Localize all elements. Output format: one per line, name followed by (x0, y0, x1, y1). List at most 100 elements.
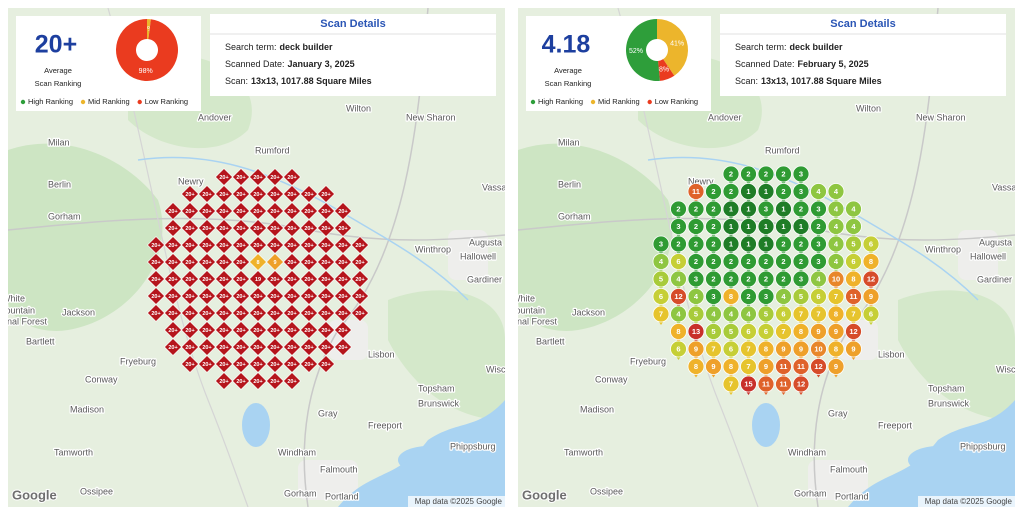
rank-pin[interactable]: 8 (757, 340, 775, 360)
rank-pin[interactable]: 20+ (266, 287, 284, 305)
rank-pin[interactable]: 7 (705, 340, 722, 360)
rank-pin[interactable]: 20+ (300, 338, 318, 356)
rank-pin[interactable]: 8 (845, 270, 862, 290)
rank-pin[interactable]: 5 (792, 288, 810, 308)
rank-pin[interactable]: 20+ (181, 202, 199, 220)
rank-pin[interactable]: 8 (249, 253, 267, 271)
rank-pin[interactable]: 20+ (164, 270, 182, 288)
rank-pin[interactable]: 4 (687, 288, 705, 308)
rank-pin[interactable]: 20+ (283, 185, 301, 203)
rank-pin[interactable]: 1 (757, 235, 775, 255)
rank-pin[interactable]: 3 (810, 235, 827, 255)
rank-pin[interactable]: 20+ (181, 338, 199, 356)
rank-pin[interactable]: 8 (722, 358, 740, 378)
rank-pin[interactable]: 20+ (283, 355, 301, 373)
rank-pin[interactable]: 20+ (283, 321, 301, 339)
rank-pin[interactable]: 4 (845, 200, 862, 220)
rank-pin[interactable]: 6 (740, 323, 757, 343)
rank-pin[interactable]: 9 (705, 358, 722, 378)
rank-pin[interactable]: 20+ (232, 202, 250, 220)
rank-pin[interactable]: 4 (810, 183, 827, 203)
rank-pin[interactable]: 2 (705, 183, 722, 203)
rank-pin[interactable]: 20+ (283, 372, 301, 390)
rank-pin[interactable]: 20+ (266, 355, 284, 373)
rank-pin[interactable]: 20+ (334, 287, 352, 305)
rank-pin[interactable]: 20+ (249, 338, 267, 356)
rank-pin[interactable]: 20+ (283, 168, 301, 186)
rank-pin[interactable]: 3 (757, 288, 775, 308)
rank-pin[interactable]: 4 (652, 253, 670, 273)
rank-pin[interactable]: 20+ (164, 287, 182, 305)
rank-pin[interactable]: 2 (792, 200, 810, 220)
rank-pin[interactable]: 20+ (215, 185, 233, 203)
rank-pin[interactable]: 1 (775, 200, 792, 220)
rank-pin[interactable]: 20+ (215, 168, 233, 186)
rank-pin[interactable]: 8 (792, 323, 810, 343)
rank-pin[interactable]: 20+ (317, 338, 335, 356)
rank-pin[interactable]: 20+ (300, 202, 318, 220)
rank-pin[interactable]: 1 (757, 183, 775, 203)
rank-pin[interactable]: 20+ (181, 270, 199, 288)
rank-pin[interactable]: 20+ (215, 287, 233, 305)
rank-pin[interactable]: 2 (757, 253, 775, 273)
rank-pin[interactable]: 9 (266, 253, 284, 271)
rank-pin[interactable]: 3 (792, 183, 810, 203)
rank-pin[interactable]: 20+ (334, 253, 352, 271)
rank-pin[interactable]: 2 (687, 218, 705, 238)
rank-pin[interactable]: 20+ (351, 304, 369, 322)
rank-pin[interactable]: 20+ (249, 287, 267, 305)
rank-pin[interactable]: 9 (757, 358, 775, 378)
rank-pin[interactable]: 20+ (147, 270, 165, 288)
rank-pin[interactable]: 20+ (317, 304, 335, 322)
rank-pin[interactable]: 3 (810, 200, 827, 220)
rank-pin[interactable]: 20+ (283, 236, 301, 254)
rank-pin[interactable]: 11 (687, 183, 705, 203)
rank-pin[interactable]: 20+ (147, 304, 165, 322)
rank-pin[interactable]: 5 (722, 323, 740, 343)
rank-pin[interactable]: 1 (740, 218, 757, 238)
rank-pin[interactable]: 20+ (334, 304, 352, 322)
rank-pin[interactable]: 2 (775, 165, 792, 185)
rank-pin[interactable]: 20+ (232, 338, 250, 356)
rank-pin[interactable]: 11 (757, 375, 775, 395)
rank-pin[interactable]: 20+ (181, 321, 199, 339)
rank-pin[interactable]: 20+ (300, 270, 318, 288)
rank-pin[interactable]: 20+ (249, 372, 267, 390)
rank-pin[interactable]: 20+ (181, 253, 199, 271)
rank-pin[interactable]: 4 (810, 270, 827, 290)
rank-pin[interactable]: 6 (810, 288, 827, 308)
rank-pin[interactable]: 2 (740, 288, 757, 308)
rank-pin[interactable]: 6 (862, 235, 880, 255)
rank-pin[interactable]: 1 (740, 235, 757, 255)
rank-pin[interactable]: 2 (757, 270, 775, 290)
rank-pin[interactable]: 20+ (351, 270, 369, 288)
rank-pin[interactable]: 20+ (164, 321, 182, 339)
rank-pin[interactable]: 2 (687, 235, 705, 255)
rank-pin[interactable]: 20+ (232, 270, 250, 288)
rank-pin[interactable]: 20+ (198, 236, 216, 254)
rank-pin[interactable]: 3 (757, 200, 775, 220)
rank-pin[interactable]: 4 (827, 253, 845, 273)
rank-pin[interactable]: 9 (862, 288, 880, 308)
rank-pin[interactable]: 2 (740, 253, 757, 273)
rank-pin[interactable]: 20+ (198, 355, 216, 373)
rank-pin[interactable]: 20+ (181, 219, 199, 237)
rank-pin[interactable]: 20+ (164, 304, 182, 322)
rank-pin[interactable]: 7 (740, 340, 757, 360)
rank-pin[interactable]: 5 (705, 323, 722, 343)
rank-pin[interactable]: 2 (722, 165, 740, 185)
rank-pin[interactable]: 20+ (351, 253, 369, 271)
rank-pin[interactable]: 8 (827, 340, 845, 360)
rank-pin[interactable]: 20+ (215, 253, 233, 271)
rank-pin[interactable]: 20+ (266, 338, 284, 356)
rank-pin[interactable]: 3 (705, 288, 722, 308)
rank-pin[interactable]: 2 (687, 200, 705, 220)
rank-pin[interactable]: 3 (687, 270, 705, 290)
rank-pin[interactable]: 20+ (232, 321, 250, 339)
rank-pin[interactable]: 4 (845, 218, 862, 238)
rank-pin[interactable]: 20+ (317, 355, 335, 373)
rank-pin[interactable]: 4 (670, 270, 687, 290)
rank-pin[interactable]: 7 (652, 305, 670, 325)
rank-pin[interactable]: 3 (810, 253, 827, 273)
rank-pin[interactable]: 13 (687, 323, 705, 343)
